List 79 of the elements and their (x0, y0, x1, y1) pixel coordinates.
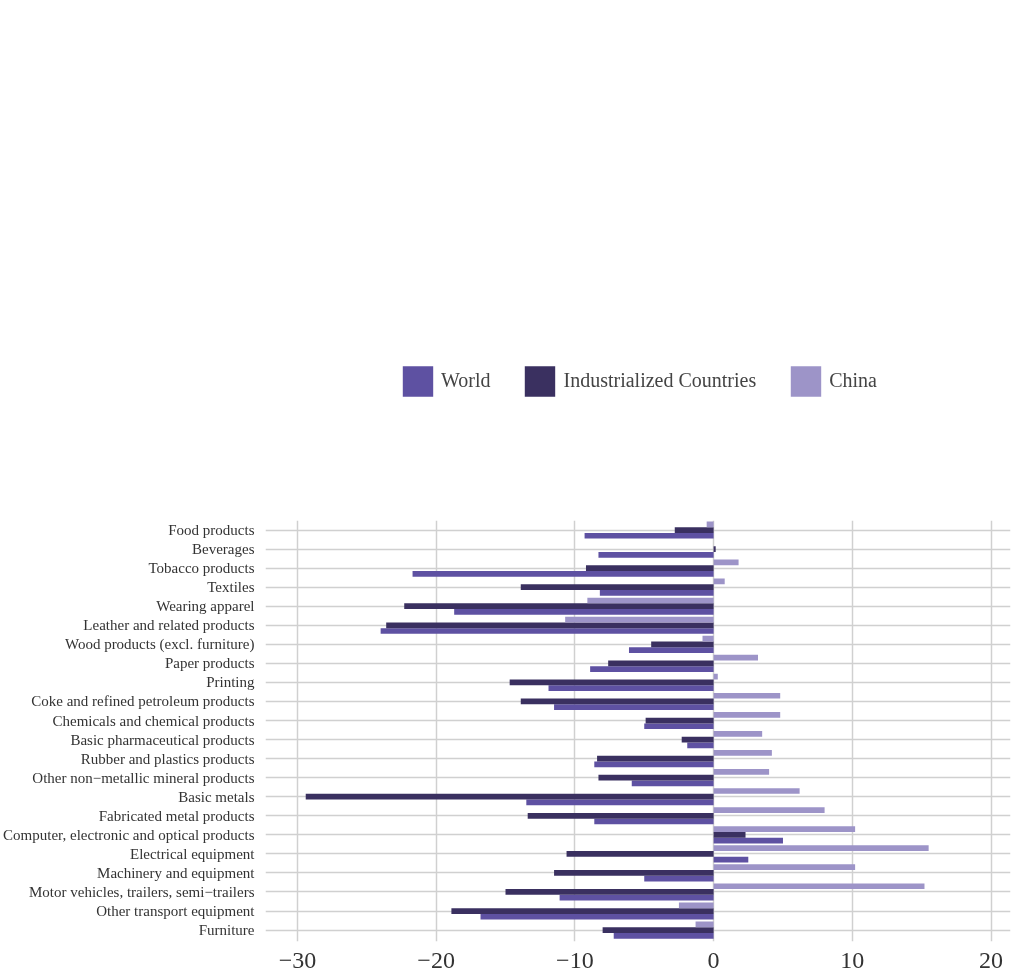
y-tick-label: Basic metals (178, 788, 255, 805)
bar (590, 666, 714, 672)
bar (687, 742, 714, 749)
bar (599, 590, 714, 596)
bar (713, 711, 781, 718)
bar (454, 609, 714, 615)
legend-label: Industrialized Countries (563, 369, 757, 392)
y-tick-label: Chemicals and chemical products (52, 712, 255, 729)
bar (713, 546, 716, 552)
y-tick-label: Fabricated metal products (98, 807, 255, 824)
bar (713, 731, 763, 737)
x-tick-label: 0 (707, 946, 720, 973)
bar (305, 793, 714, 800)
bar (713, 769, 770, 775)
bar (713, 864, 856, 871)
bar (527, 812, 714, 819)
bar (480, 913, 714, 920)
y-tick-label: Electrical equipment (129, 845, 256, 862)
y-tick-label: Other non−metallic mineral products (32, 769, 255, 786)
bar (554, 704, 714, 711)
bar (706, 521, 714, 528)
y-tick-label: Textiles (207, 579, 255, 596)
bar (412, 570, 714, 577)
y-tick-label: Tobacco products (148, 560, 255, 577)
bar (713, 807, 825, 813)
bar (713, 845, 929, 852)
y-tick-label: Beverages (192, 541, 255, 558)
y-tick-label: Motor vehicles, trailers, semi−trailers (29, 883, 255, 900)
bar (598, 551, 714, 558)
bar (380, 628, 714, 634)
x-tick-label: −30 (278, 946, 317, 973)
bar (644, 723, 714, 730)
y-tick-label: Leather and related products (83, 617, 255, 634)
y-tick-label: Food products (168, 522, 255, 539)
x-tick-label: 20 (979, 946, 1004, 973)
bar (713, 826, 856, 832)
bar (566, 851, 714, 857)
bar (628, 647, 714, 653)
bar (404, 603, 714, 610)
bar (602, 927, 714, 933)
bar (594, 761, 714, 768)
y-tick-label: Wood products (excl. furniture) (64, 636, 255, 654)
legend-label: China (829, 369, 878, 392)
bar (386, 622, 714, 629)
bar (713, 654, 758, 661)
bar (598, 774, 714, 781)
y-tick-label: Printing (206, 674, 255, 691)
bar (713, 831, 746, 838)
bar (713, 673, 718, 680)
bar (695, 921, 714, 928)
bar (651, 641, 714, 648)
y-tick-label: Paper products (164, 655, 255, 672)
bar (613, 932, 714, 939)
bar (559, 894, 714, 901)
bar (674, 527, 714, 533)
x-tick-label: −10 (556, 946, 594, 973)
bar (548, 685, 714, 691)
bar (713, 692, 781, 699)
bar (554, 870, 714, 876)
bar (585, 565, 714, 571)
bar (584, 532, 714, 539)
y-tick-label: Rubber and plastics products (80, 750, 255, 767)
x-tick-label: 10 (840, 946, 865, 973)
y-tick-label: Computer, electronic and optical products (3, 826, 255, 843)
bar (678, 902, 714, 909)
y-tick-label: Coke and refined petroleum products (31, 693, 255, 710)
legend-label: World (440, 369, 491, 392)
y-tick-label: Furniture (198, 922, 255, 939)
y-tick-label: Basic pharmaceutical products (70, 731, 255, 748)
bar (505, 889, 714, 895)
y-tick-label: Wearing apparel (156, 598, 255, 615)
bar (713, 883, 925, 890)
y-tick-label: Other transport equipment (96, 903, 256, 920)
bar (451, 908, 714, 914)
bar (520, 584, 714, 591)
bar (713, 788, 800, 794)
y-tick-label: Machinery and equipment (97, 864, 256, 881)
bar (713, 750, 772, 756)
x-tick-label: −20 (417, 946, 455, 973)
